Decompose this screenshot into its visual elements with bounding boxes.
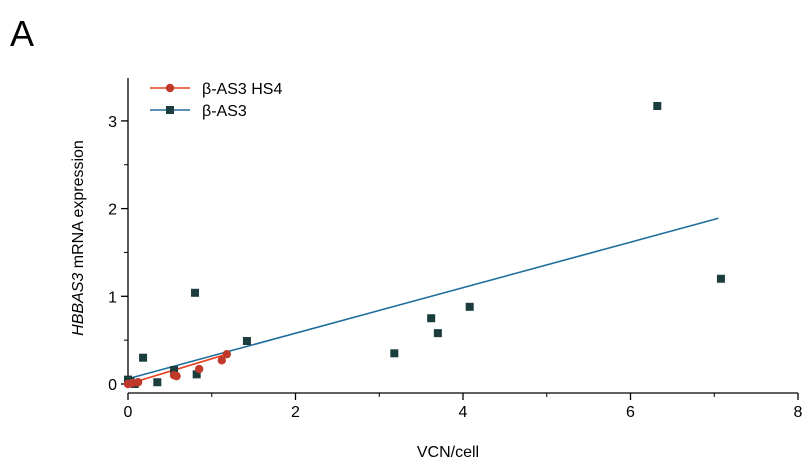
data-point-circle [133, 378, 143, 387]
plot-area: 0 1 2 3 0 2 4 6 8 [108, 78, 803, 421]
x-ticks: 0 2 4 6 8 [124, 393, 803, 421]
data-point-square [139, 353, 148, 362]
data-markers [123, 101, 725, 389]
panel-label: A [10, 13, 34, 54]
data-point-square [390, 349, 399, 358]
x-tick-label: 4 [459, 404, 468, 421]
data-point-square [153, 378, 162, 387]
data-point-square [170, 365, 179, 374]
y-axis-label-italic: HBBAS3 [70, 273, 87, 336]
legend-label: β-AS3 [202, 103, 247, 120]
y-tick-label: 1 [108, 289, 117, 306]
legend-label: β-AS3 HS4 [202, 81, 282, 98]
x-tick-label: 8 [794, 404, 803, 421]
axes: 0 1 2 3 0 2 4 6 8 [108, 78, 803, 421]
data-point-square [653, 101, 662, 110]
data-point-square [427, 314, 436, 323]
y-ticks: 0 1 2 3 [108, 114, 128, 394]
y-axis-label: HBBAS3 mRNA expression [70, 140, 87, 336]
x-tick-label: 0 [124, 404, 133, 421]
data-point-circle [222, 349, 232, 359]
legend-marker-circle [165, 83, 175, 93]
data-point-circle [194, 364, 204, 374]
legend: β-AS3 HS4 β-AS3 [150, 81, 282, 120]
x-axis-label: VCN/cell [417, 444, 479, 461]
y-axis-label-rest: mRNA expression [70, 140, 87, 273]
data-point-square [192, 370, 201, 379]
legend-marker-square [166, 106, 174, 114]
y-tick-label: 2 [108, 202, 117, 219]
data-point-circle [172, 371, 181, 381]
fit-lines [127, 217, 719, 385]
x-tick-label: 6 [626, 404, 635, 421]
y-tick-label: 0 [108, 377, 117, 394]
fit-line [127, 217, 719, 380]
data-point-square [716, 274, 725, 283]
data-point-circle [217, 356, 226, 365]
y-tick-label: 3 [108, 114, 117, 131]
data-point-square [465, 302, 474, 311]
data-point-square [433, 329, 442, 338]
x-tick-label: 2 [291, 404, 300, 421]
data-point-square [242, 337, 251, 346]
data-point-square [191, 288, 199, 297]
